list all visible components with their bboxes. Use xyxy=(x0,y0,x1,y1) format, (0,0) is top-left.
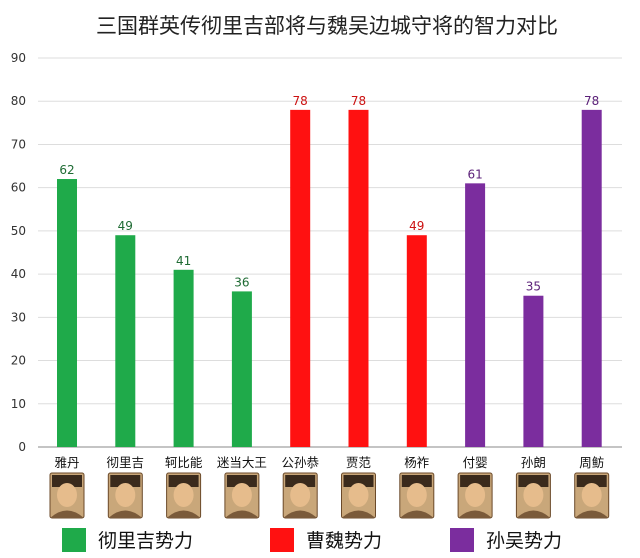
bars: 62 49 41 36 78 78 49 61 35 78 xyxy=(57,94,602,447)
portrait-icon xyxy=(399,472,435,519)
category-label: 雅丹 xyxy=(54,455,79,470)
bar xyxy=(290,109,311,447)
legend-label: 孙吴势力 xyxy=(486,530,562,552)
category-label: 周鲂 xyxy=(579,455,604,470)
portrait-icon xyxy=(341,472,376,519)
category-label: 杨祚 xyxy=(404,455,429,470)
y-tick-label: 90 xyxy=(11,51,26,65)
portrait-icon xyxy=(574,472,610,519)
legend-swatch xyxy=(62,528,86,552)
chart-title: 三国群英传彻里吉部将与魏吴边城守将的智力对比 xyxy=(96,14,558,38)
legend-label: 彻里吉势力 xyxy=(98,530,193,552)
category-label: 公孙恭 xyxy=(281,455,319,470)
bar xyxy=(406,235,427,447)
portrait-icon xyxy=(49,472,85,519)
bar xyxy=(173,269,194,447)
category-label: 付婴 xyxy=(463,455,488,470)
y-tick-label: 60 xyxy=(11,181,26,195)
legend: 彻里吉势力 曹魏势力 孙吴势力 xyxy=(62,528,562,552)
y-tick-label: 20 xyxy=(11,354,26,368)
bar xyxy=(465,183,486,447)
value-label: 78 xyxy=(584,94,599,108)
value-label: 49 xyxy=(409,219,424,233)
portrait-icon xyxy=(224,472,260,519)
bar xyxy=(348,109,369,447)
portrait-icon xyxy=(166,472,202,519)
legend-label: 曹魏势力 xyxy=(306,530,382,552)
category-labels: 雅丹 彻里吉 轲比能 迷当大王 公孙恭 贾范 杨祚 付婴 孙朗 周鲂 xyxy=(54,455,604,470)
y-tick-label: 10 xyxy=(11,397,26,411)
category-label: 贾范 xyxy=(346,455,371,470)
bar xyxy=(115,235,136,447)
value-label: 49 xyxy=(118,219,133,233)
bar xyxy=(523,295,544,447)
portraits xyxy=(49,472,610,519)
bar xyxy=(231,291,252,447)
portrait-icon xyxy=(457,472,493,519)
value-label: 36 xyxy=(234,275,249,289)
value-label: 78 xyxy=(293,94,308,108)
y-tick-label: 0 xyxy=(18,440,26,454)
value-label: 62 xyxy=(59,163,74,177)
category-label: 彻里吉 xyxy=(107,455,145,470)
value-label: 35 xyxy=(526,280,541,294)
y-axis: 0 10 20 30 40 50 60 70 80 90 xyxy=(11,51,26,454)
category-label: 轲比能 xyxy=(165,455,203,470)
bar xyxy=(581,109,602,447)
value-label: 61 xyxy=(467,167,482,181)
bar xyxy=(57,179,77,447)
value-label: 78 xyxy=(351,94,366,108)
portrait-icon xyxy=(107,472,143,519)
y-tick-label: 70 xyxy=(11,137,26,151)
gridlines xyxy=(38,57,622,448)
y-tick-label: 50 xyxy=(11,224,26,238)
y-tick-label: 80 xyxy=(11,94,26,108)
value-label: 41 xyxy=(176,254,191,268)
portrait-icon xyxy=(515,472,551,519)
legend-swatch xyxy=(450,528,474,552)
legend-swatch xyxy=(270,528,294,552)
portrait-icon xyxy=(282,472,318,519)
category-label: 孙朗 xyxy=(521,455,546,470)
category-label: 迷当大王 xyxy=(217,455,267,470)
y-tick-label: 40 xyxy=(11,267,26,281)
y-tick-label: 30 xyxy=(11,310,26,324)
